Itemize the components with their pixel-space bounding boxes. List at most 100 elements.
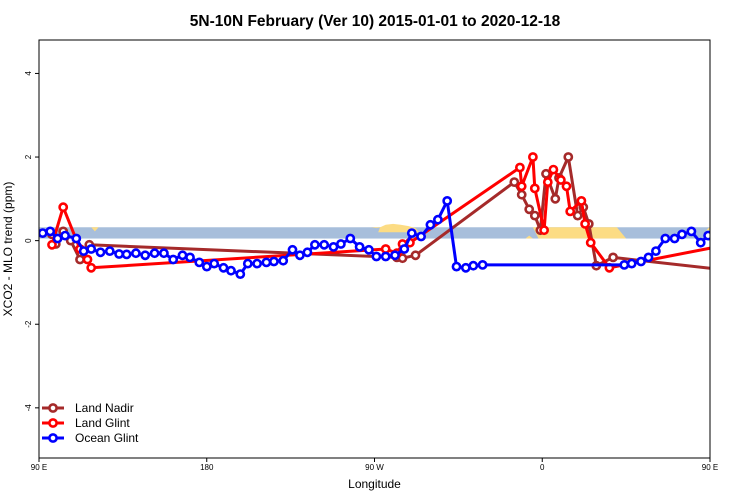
data-point-ocean-glint bbox=[703, 230, 710, 241]
data-point-land-glint bbox=[529, 183, 540, 194]
series-ocean-glint bbox=[39, 195, 736, 279]
land-shade-patch bbox=[706, 227, 710, 231]
land-shade-patch bbox=[91, 227, 99, 232]
series-land-glint bbox=[47, 152, 741, 273]
data-point-ocean-glint bbox=[477, 259, 488, 270]
land-shade-patch bbox=[532, 227, 627, 239]
data-point-ocean-glint bbox=[86, 244, 97, 254]
data-point-ocean-glint bbox=[619, 259, 630, 270]
data-point-land-glint bbox=[548, 164, 559, 175]
data-point-ocean-glint bbox=[345, 233, 356, 244]
data-point-ocean-glint bbox=[235, 269, 246, 279]
data-point-land-nadir bbox=[746, 241, 750, 248]
data-point-ocean-glint bbox=[643, 252, 654, 263]
data-point-ocean-glint bbox=[660, 233, 671, 244]
data-point-land-glint bbox=[556, 175, 566, 185]
data-point-land-glint bbox=[585, 237, 596, 248]
data-point-land-nadir bbox=[729, 267, 736, 274]
data-point-ocean-glint bbox=[390, 250, 400, 261]
data-point-ocean-glint bbox=[185, 252, 195, 263]
x-tick-label: 180 bbox=[200, 463, 214, 472]
data-point-ocean-glint bbox=[130, 248, 141, 259]
data-point-ocean-glint bbox=[294, 250, 305, 261]
data-point-land-glint bbox=[47, 239, 57, 250]
y-tick-label: 2 bbox=[24, 154, 33, 159]
data-point-ocean-glint bbox=[39, 228, 48, 238]
data-point-ocean-glint bbox=[669, 233, 680, 244]
data-point-ocean-glint bbox=[78, 246, 89, 256]
data-point-ocean-glint bbox=[194, 257, 205, 268]
y-tick-label: 4 bbox=[24, 71, 33, 76]
data-point-ocean-glint bbox=[71, 233, 82, 244]
data-point-ocean-glint bbox=[177, 250, 188, 261]
data-point-ocean-glint bbox=[209, 258, 220, 269]
data-point-ocean-glint bbox=[201, 261, 212, 272]
reference-band bbox=[39, 227, 710, 239]
data-point-land-nadir bbox=[572, 210, 583, 221]
data-point-land-nadir bbox=[509, 177, 520, 187]
data-point-land-glint bbox=[734, 239, 741, 246]
data-point-ocean-glint bbox=[309, 239, 320, 250]
data-point-land-nadir bbox=[541, 168, 551, 179]
x-tick-label: 0 bbox=[540, 463, 545, 472]
data-point-ocean-glint bbox=[442, 195, 453, 206]
data-point-ocean-glint bbox=[729, 245, 736, 252]
y-tick-label: -4 bbox=[24, 404, 33, 412]
data-point-ocean-glint bbox=[287, 244, 298, 255]
data-point-ocean-glint bbox=[371, 251, 382, 262]
y-tick-label: -2 bbox=[24, 320, 33, 328]
data-point-ocean-glint bbox=[380, 251, 391, 262]
data-point-ocean-glint bbox=[451, 261, 462, 272]
legend-label: Land Nadir bbox=[75, 401, 134, 415]
data-point-ocean-glint bbox=[335, 239, 346, 249]
data-point-ocean-glint bbox=[363, 244, 374, 255]
x-tick-label: 90 E bbox=[702, 463, 718, 472]
land-shade-patch bbox=[723, 227, 731, 228]
x-axis: 90 E 180 90 W 0 90 E bbox=[31, 458, 718, 472]
data-point-land-nadir bbox=[410, 250, 421, 261]
data-point-ocean-glint bbox=[218, 262, 229, 273]
reference-band-layer bbox=[39, 227, 710, 239]
data-point-land-glint bbox=[561, 181, 572, 192]
data-point-ocean-glint bbox=[60, 230, 70, 241]
series-layer bbox=[39, 152, 750, 279]
data-point-land-glint bbox=[515, 162, 525, 173]
data-point-land-nadir bbox=[608, 252, 618, 263]
data-point-ocean-glint bbox=[252, 258, 262, 269]
data-point-land-nadir bbox=[524, 204, 535, 215]
data-point-land-glint bbox=[516, 181, 527, 192]
legend-label: Land Glint bbox=[75, 416, 130, 430]
data-point-land-nadir bbox=[516, 189, 527, 200]
y-tick-label: 0 bbox=[24, 238, 33, 243]
legend-marker bbox=[48, 418, 58, 428]
chart-title: 5N-10N February (Ver 10) 2015-01-01 to 2… bbox=[190, 13, 561, 30]
data-point-ocean-glint bbox=[226, 265, 236, 276]
data-point-ocean-glint bbox=[114, 249, 124, 259]
data-point-land-glint bbox=[580, 218, 590, 229]
data-point-ocean-glint bbox=[712, 235, 719, 242]
y-axis-label: XCO2 - MLO trend (ppm) bbox=[1, 182, 15, 317]
legend-marker bbox=[48, 433, 58, 443]
data-point-ocean-glint bbox=[354, 241, 365, 252]
data-point-land-glint bbox=[565, 206, 576, 217]
y-axis: -4 -2 0 2 4 bbox=[24, 71, 39, 412]
data-point-ocean-glint bbox=[695, 237, 706, 248]
data-point-ocean-glint bbox=[406, 228, 417, 238]
data-point-land-nadir bbox=[550, 193, 561, 204]
data-point-ocean-glint bbox=[460, 262, 471, 273]
land-shade-patch bbox=[525, 235, 533, 239]
data-point-ocean-glint bbox=[45, 226, 56, 237]
data-point-ocean-glint bbox=[104, 246, 115, 256]
data-point-land-nadir bbox=[563, 152, 574, 162]
legend-item-ocean-glint: Ocean Glint bbox=[42, 431, 139, 445]
data-point-land-nadir bbox=[733, 233, 740, 240]
data-point-ocean-glint bbox=[242, 258, 253, 269]
data-point-land-glint bbox=[58, 202, 69, 213]
data-point-ocean-glint bbox=[168, 254, 179, 265]
data-point-ocean-glint bbox=[721, 239, 728, 246]
data-point-ocean-glint bbox=[686, 226, 697, 237]
data-point-land-glint bbox=[528, 152, 538, 162]
data-point-ocean-glint bbox=[158, 248, 169, 259]
